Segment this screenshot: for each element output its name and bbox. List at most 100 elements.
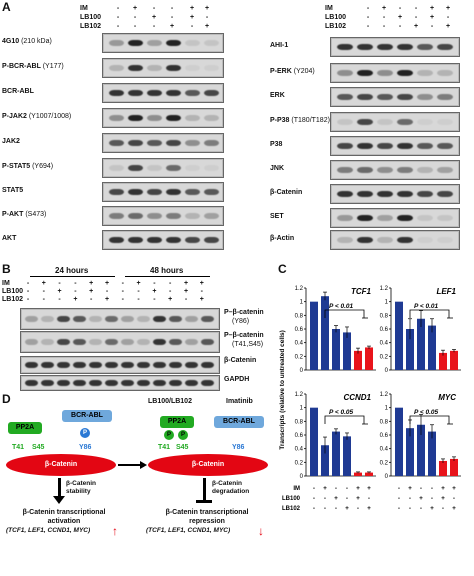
condition-sign: - [366,23,370,30]
y-tick-label: 1.2 [295,392,304,398]
condition-sign: - [26,280,30,287]
condition-sign: + [57,288,62,295]
blot-band [337,119,353,125]
condition-sign: + [445,5,451,12]
blot-band [417,44,433,50]
condition-sign: + [73,296,78,303]
blot-band [437,191,453,197]
beta-catenin-ellipse: β-Catenin [6,454,116,476]
condition-sign: + [441,485,445,492]
blot-strip [20,375,220,391]
blot-band [41,380,54,386]
y-tick-label: 0.8 [380,419,389,425]
significance-bracket [324,415,365,424]
condition-sign: - [368,495,370,502]
condition-sign: - [414,5,418,12]
y-tick-label: 1 [385,300,389,306]
inhibit-bar [196,500,212,503]
p-value: P < 0.01 [329,303,354,310]
blot-band [147,237,162,243]
condition-sign: - [74,288,77,295]
blot-band [437,215,453,221]
blot-band [437,70,453,76]
outcome-text: β-Catenin transcriptional activation [22,509,106,525]
blot-label: BCR-ABL [2,88,34,95]
blot-band [185,140,200,146]
blot-band [147,115,162,121]
blot-band [397,44,413,50]
condition-sign: + [441,495,445,502]
bar [332,329,340,370]
condition-label: LB102 [282,506,301,512]
bar-chart: 0 0.2 0.4 0.6 0.8 1 1.2 TCF1 P < 0.01 [295,286,376,374]
bar [450,458,458,476]
condition-label: LB102 [80,23,102,30]
blot-band [377,70,393,76]
transition-arrow-shaft [118,464,142,466]
blot-band [128,90,143,96]
blot-band [147,90,162,96]
gene-list: (TCF1, LEF1, CCND1, MYC) [6,527,91,534]
condition-sign: - [346,485,348,492]
site-y86: Y86 [79,444,92,451]
blot-band [109,189,124,195]
blot-band [337,167,353,173]
blot-band [25,339,38,345]
bar [354,350,362,370]
condition-sign: - [121,288,124,295]
blot-band [105,380,118,386]
blot-band [128,140,143,146]
blot-strip [330,63,460,83]
condition-sign: - [153,296,156,303]
blot-band [437,94,453,100]
y-tick-label: 0 [385,474,389,480]
blot-label: P–β-catenin [224,309,264,316]
condition-sign: - [105,288,109,295]
condition-sign: - [420,485,422,492]
condition-sign: + [199,296,204,303]
blot-band [397,119,413,125]
blot-band [417,94,433,100]
blot-band [357,143,373,149]
p-value: P < 0.05 [329,409,354,416]
blot-strip [20,356,220,374]
blot-strip [330,184,460,204]
y-tick-label: 0.8 [295,419,304,425]
stability-label: β-Catenin stability [66,480,96,495]
time-label: 48 hours [150,266,184,275]
condition-sign: - [398,5,402,12]
condition-sign: + [367,485,371,492]
bar [439,352,447,370]
bcr-abl-box: BCR-ABL [214,416,264,428]
blot-band [109,237,124,243]
bar [395,407,403,476]
condition-sign: + [132,5,138,12]
blot-band [204,40,219,46]
condition-sign: - [431,495,433,502]
blot-band [57,316,70,322]
blot-band [337,70,353,76]
blot-band [166,115,181,121]
blot-band [169,362,182,368]
y-tick-label: 0.8 [380,313,389,319]
transition-arrow-head [140,461,147,469]
blot-band [185,115,200,121]
imatinib-label: Imatinib [226,398,253,405]
condition-sign: - [324,505,326,512]
condition-sign: + [183,280,189,287]
condition-sign: - [137,296,140,303]
blot-band [166,65,181,71]
blot-band [377,94,393,100]
blot-label-detail: (Y86) [232,318,250,325]
blot-band [357,237,373,243]
blot-band [128,189,143,195]
blot-label-detail: (Y694) [32,163,54,170]
blot-strip [102,33,224,53]
bar [450,350,458,370]
bar-chart: 0 0.2 0.4 0.6 0.8 1 1.2 LEF1 P < 0.01 [380,286,461,374]
blot-label: ERK [270,92,285,99]
blot-band [25,362,38,368]
significance-bracket [409,415,450,424]
condition-sign: - [346,495,348,502]
phospho-circle: P [80,428,90,438]
